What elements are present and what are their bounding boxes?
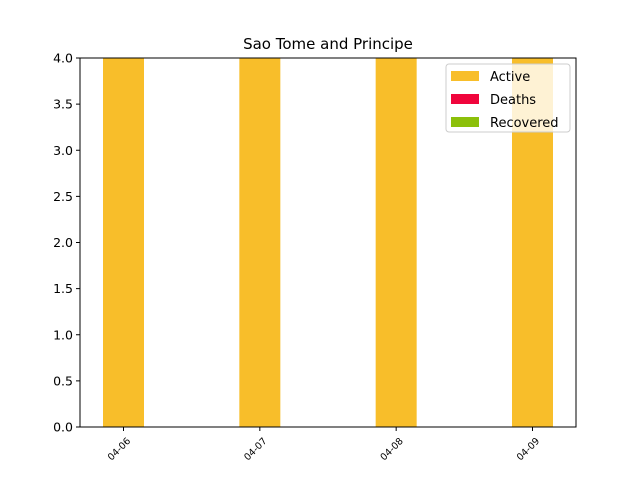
y-tick-label: 0.5 — [53, 373, 73, 388]
y-tick-label: 1.5 — [53, 281, 73, 296]
legend-swatch-recovered — [451, 117, 479, 127]
y-axis: 0.0 0.5 1.0 1.5 2.0 2.5 3.0 3.5 4.0 — [53, 51, 80, 435]
x-tick-label: 04-09 — [515, 436, 542, 463]
y-tick-label: 3.0 — [53, 143, 73, 158]
bar-active-04-07 — [239, 58, 281, 427]
legend-swatch-deaths — [451, 94, 479, 104]
y-tick-label: 1.0 — [53, 327, 73, 342]
x-axis: 04-06 04-07 04-08 04-09 — [106, 427, 542, 463]
legend-label-deaths: Deaths — [490, 93, 536, 108]
y-tick-label: 0.0 — [53, 420, 73, 435]
x-tick-label: 04-06 — [106, 436, 133, 463]
legend-label-recovered: Recovered — [490, 116, 559, 131]
bar-active-04-08 — [375, 58, 417, 427]
x-tick-label: 04-08 — [379, 436, 406, 463]
chart-title: Sao Tome and Principe — [243, 35, 413, 53]
x-tick-label: 04-07 — [242, 436, 269, 463]
legend-swatch-active — [451, 71, 479, 81]
plot-frame — [79, 57, 577, 428]
y-tick-label: 4.0 — [53, 51, 73, 66]
legend-label-active: Active — [490, 70, 530, 85]
legend: Active Deaths Recovered — [445, 63, 571, 133]
y-tick-label: 2.0 — [53, 235, 73, 250]
y-tick-label: 3.5 — [53, 97, 73, 112]
y-tick-label: 2.5 — [53, 189, 73, 204]
bar-active-04-06 — [103, 58, 144, 427]
